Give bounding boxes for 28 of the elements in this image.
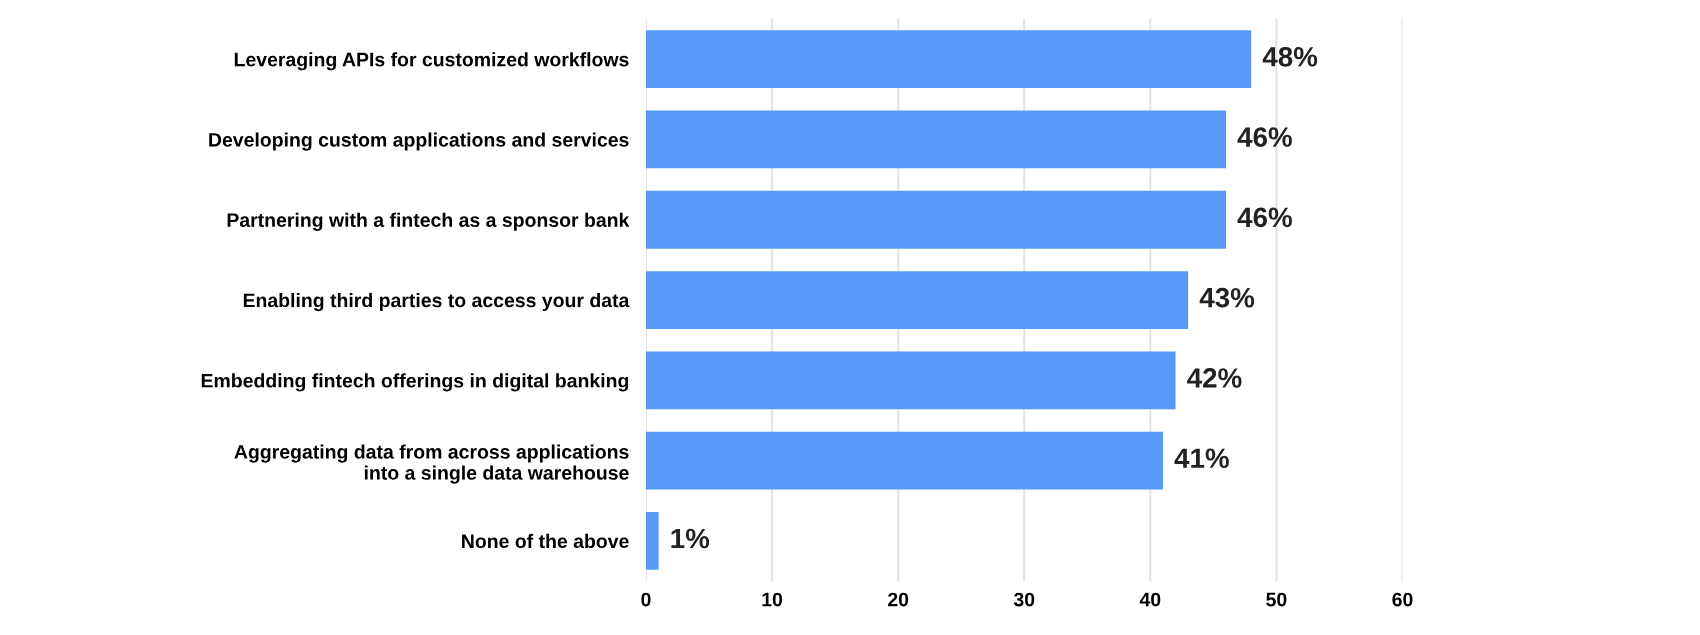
- y-tick-label: Partnering with a fintech as a sponsor bank: [227, 212, 630, 231]
- bar: [646, 271, 1189, 329]
- y-tick-label: Embedding fintech offerings in digital banking: [201, 373, 629, 392]
- bar: [646, 30, 1252, 89]
- y-tick-label: Developing custom applications and services: [209, 132, 629, 151]
- data-label: 43%: [1199, 287, 1255, 308]
- bar: [646, 110, 1226, 169]
- x-tick-label: 40: [1139, 592, 1161, 607]
- data-label: 41%: [1174, 448, 1229, 468]
- bar: [646, 431, 1163, 490]
- bar: [646, 351, 1176, 410]
- x-tick-label: 50: [1266, 592, 1287, 607]
- data-label: 1%: [671, 528, 710, 549]
- data-label: 42%: [1187, 368, 1242, 388]
- data-label: 48%: [1262, 46, 1318, 67]
- x-tick-label: 10: [762, 592, 783, 607]
- x-tick-label: 20: [888, 592, 909, 607]
- data-label: 46%: [1237, 207, 1292, 228]
- bar: [646, 190, 1226, 249]
- x-tick-label: 30: [1013, 592, 1035, 607]
- data-label: 46%: [1237, 127, 1292, 147]
- y-tick-label: Enabling third parties to access your data: [243, 292, 630, 312]
- bar: [646, 511, 659, 570]
- y-tick-label: None of the above: [462, 533, 629, 549]
- x-tick-label: 0: [641, 592, 651, 607]
- y-tick-label: Aggregating data from across applications into a single data warehouse: [234, 444, 629, 484]
- y-tick-label: Leveraging APIs for customized workflows: [234, 52, 629, 71]
- x-tick-label: 60: [1392, 592, 1413, 607]
